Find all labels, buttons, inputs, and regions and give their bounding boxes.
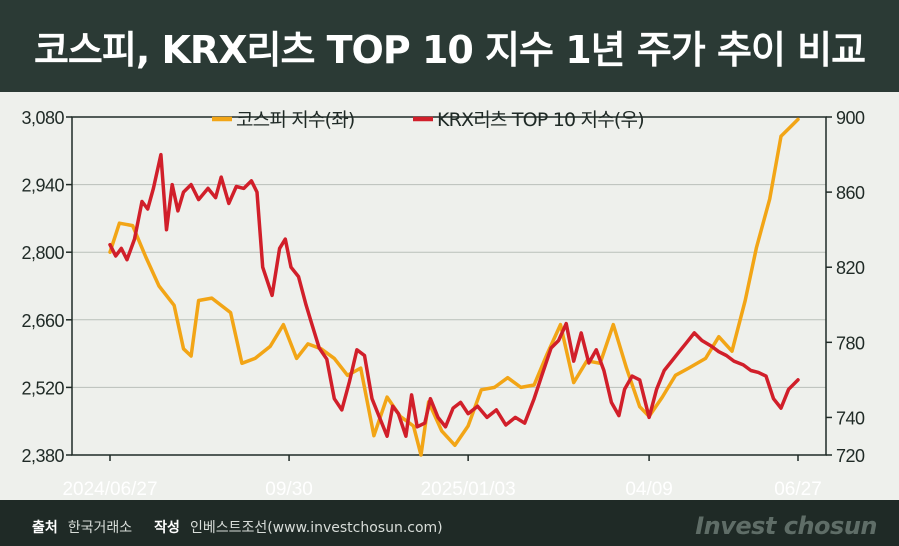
x-tick-label: 2025/01/03	[421, 479, 516, 500]
krx-reits-series-line	[108, 152, 800, 438]
grid-lines	[72, 184, 826, 388]
plot-background	[0, 92, 899, 500]
source-line: 출처 한국거래소 작성 인베스트조선(www.investchosun.com)	[32, 517, 443, 537]
left-tick-label: 2,380	[21, 446, 64, 466]
source-label: 출처	[32, 520, 58, 536]
line-chart: 2,380 2,520 2,660 2,800 2,940 3,080 720 740 780…	[21, 108, 866, 500]
left-tick-label: 3,080	[21, 108, 64, 128]
x-tick-label: 04/09	[625, 479, 673, 500]
right-tick-label: 720	[836, 446, 865, 466]
right-tick-label: 900	[836, 108, 865, 128]
legend-label: KRX리츠 TOP 10 지수(우)	[437, 109, 644, 131]
left-tick-label: 2,940	[21, 176, 64, 196]
series-lines	[108, 117, 800, 457]
x-tick-label: 06/27	[774, 479, 822, 500]
brand-logo: Invest chosun	[695, 512, 877, 540]
left-axis: 2,380 2,520 2,660 2,800 2,940 3,080	[21, 108, 72, 466]
right-tick-label: 860	[836, 183, 865, 203]
kospi-series-line	[108, 117, 800, 457]
right-axis: 720 740 780 820 860 900	[826, 108, 866, 466]
x-axis: 2024/06/27 09/30 2025/01/03 04/09 06/27	[62, 455, 822, 500]
source-value: 한국거래소	[67, 520, 133, 536]
chart-title: 코스피, KRX리츠 TOP 10 지수 1년 주가 추이 비교	[33, 27, 866, 72]
right-tick-label: 740	[836, 408, 865, 428]
left-tick-label: 2,800	[21, 243, 64, 263]
title-bar: 코스피, KRX리츠 TOP 10 지수 1년 주가 추이 비교	[0, 0, 899, 92]
author-label: 작성	[154, 520, 180, 536]
right-tick-label: 780	[836, 333, 865, 353]
left-tick-label: 2,660	[21, 311, 64, 331]
author-value: 인베스트조선(www.investchosun.com)	[189, 520, 443, 536]
legend: 코스피 지수(좌) KRX리츠 TOP 10 지수(우)	[212, 109, 645, 131]
footer: 출처 한국거래소 작성 인베스트조선(www.investchosun.com) In…	[0, 506, 899, 546]
right-tick-label: 820	[836, 258, 865, 278]
plot-border	[71, 116, 827, 456]
x-tick-label: 2024/06/27	[62, 479, 157, 500]
left-tick-label: 2,520	[21, 378, 64, 398]
legend-label: 코스피 지수(좌)	[236, 109, 355, 131]
x-tick-label: 09/30	[265, 479, 313, 500]
